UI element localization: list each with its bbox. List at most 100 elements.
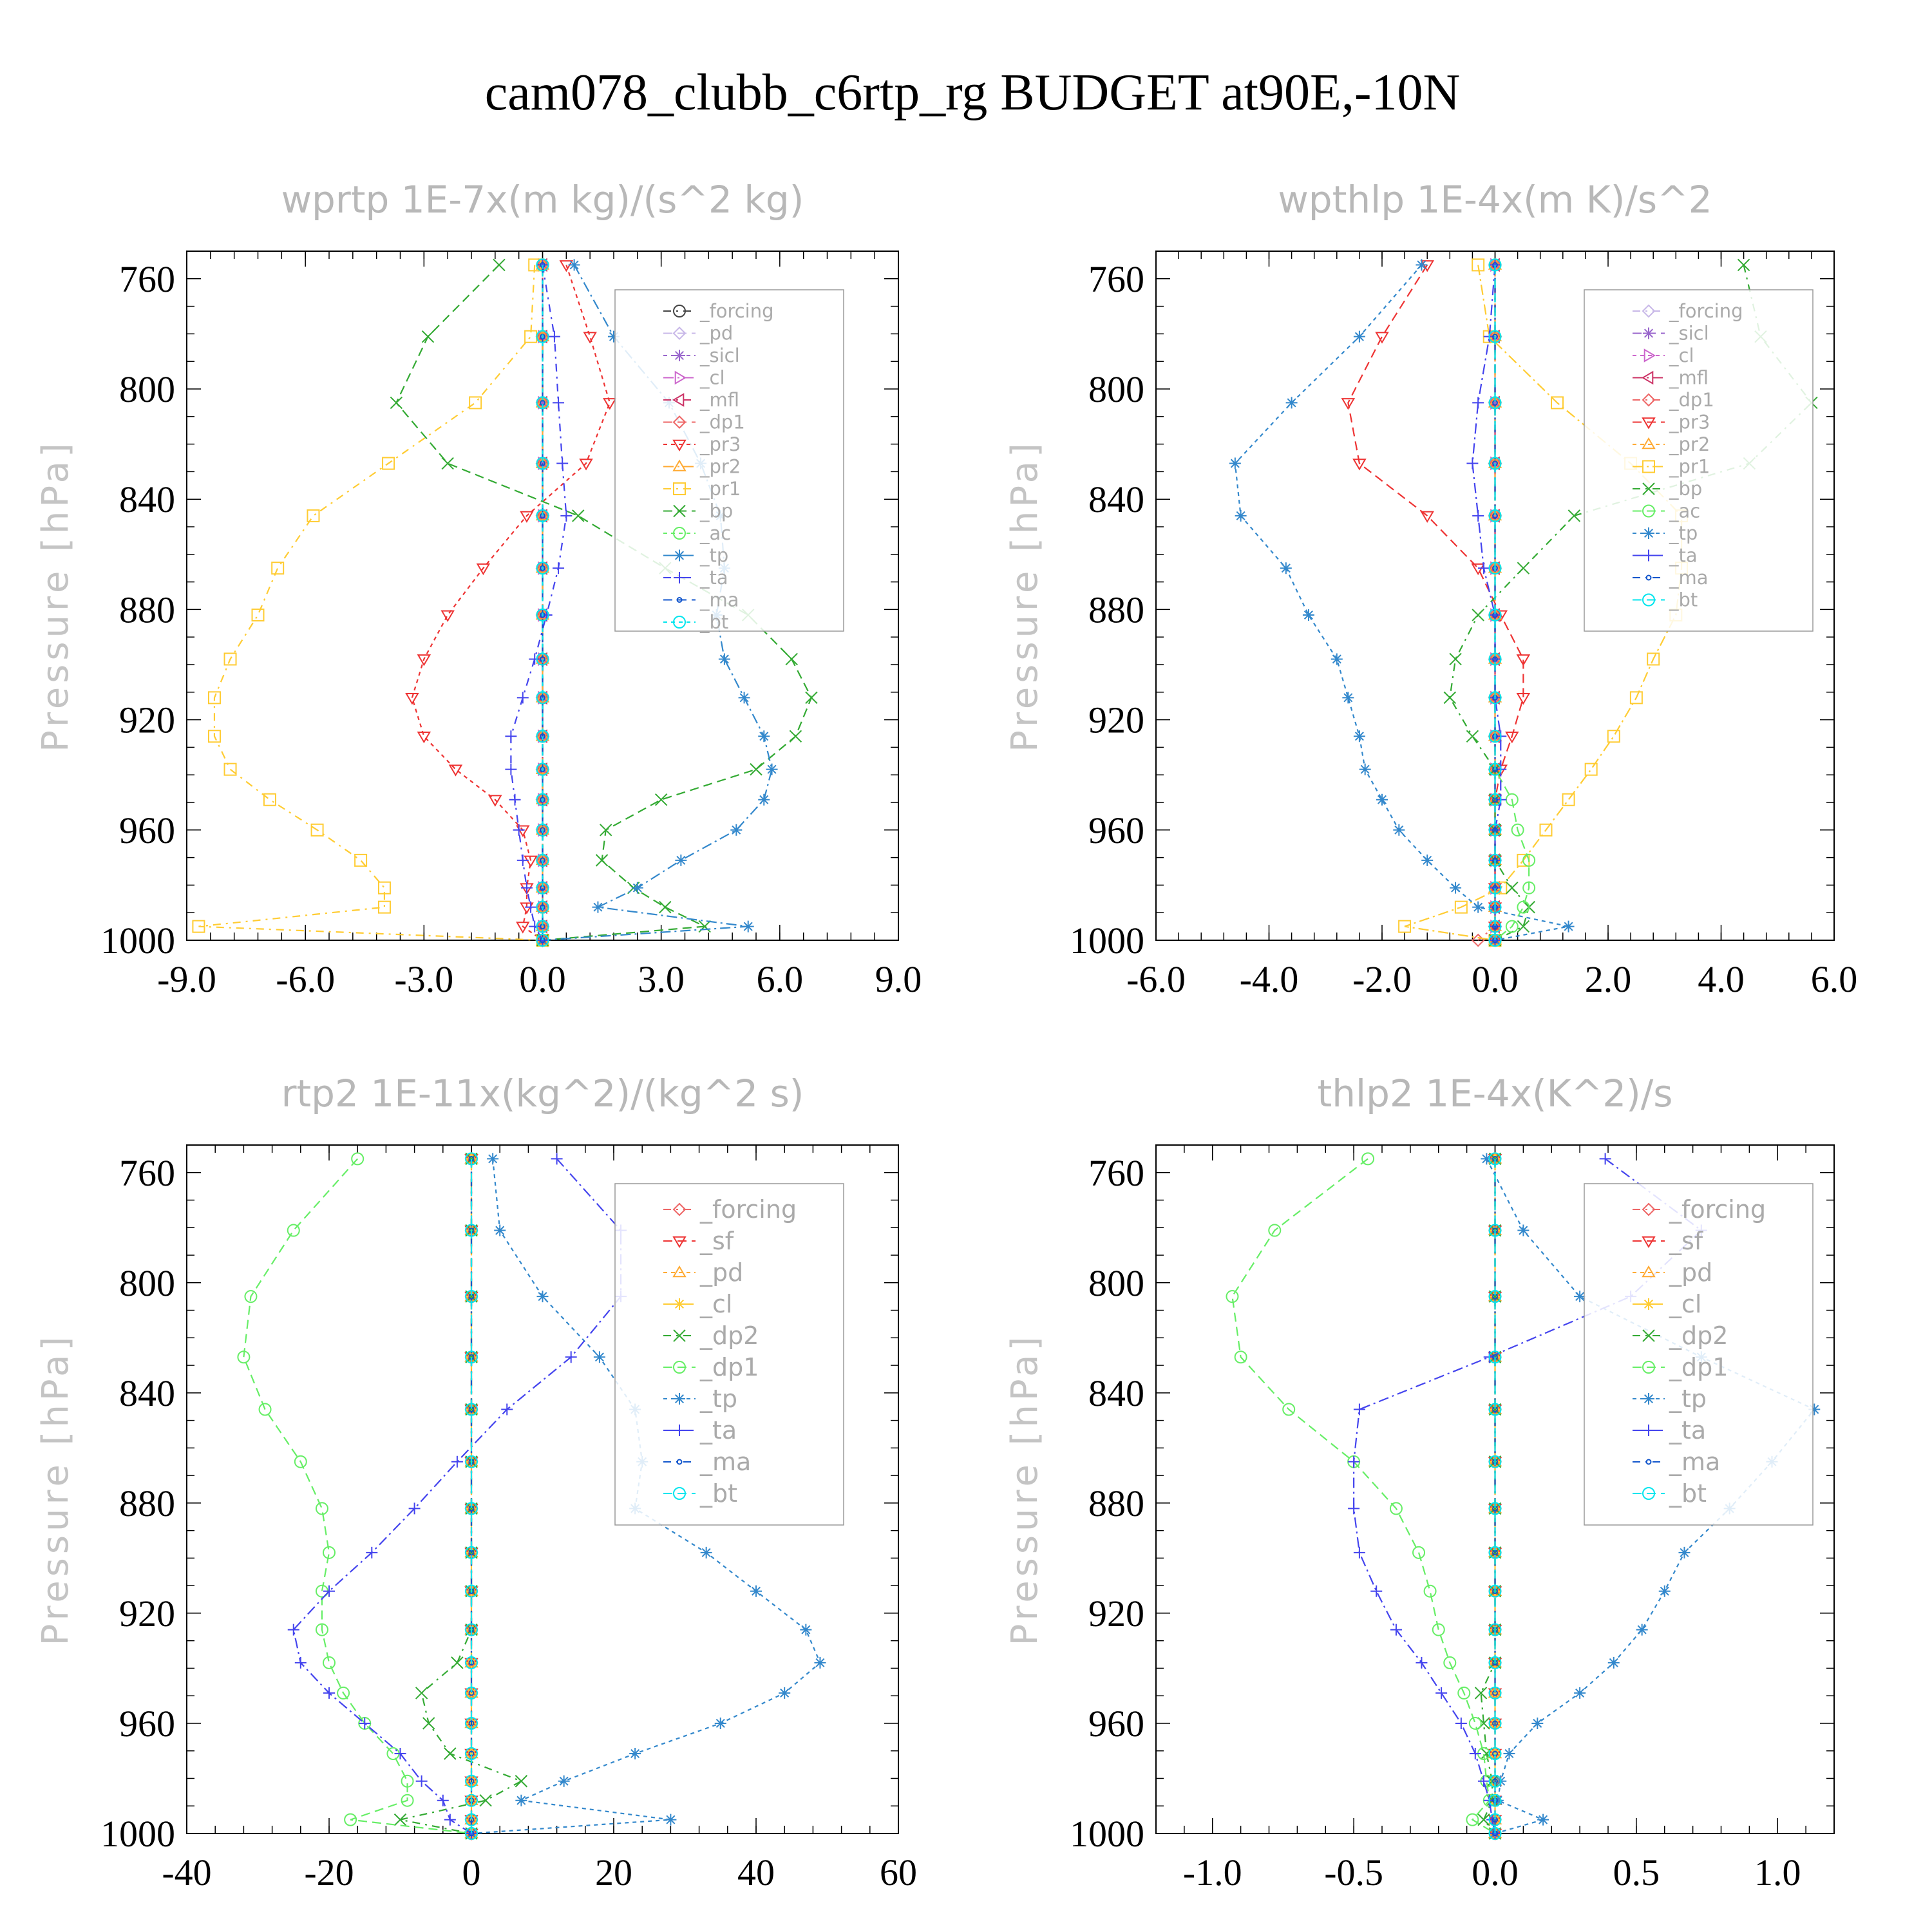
data-point xyxy=(524,855,538,867)
data-point xyxy=(535,508,550,521)
data-point xyxy=(1488,396,1502,410)
data-point xyxy=(501,1403,513,1416)
data-point xyxy=(323,1687,335,1699)
legend-item: _forcing xyxy=(663,1195,797,1224)
data-point xyxy=(465,1686,478,1700)
data-point xyxy=(1432,1623,1445,1636)
plot-frame xyxy=(186,1144,899,1834)
legend-item: _ta xyxy=(663,567,728,589)
data-point xyxy=(1505,731,1519,744)
legend-marker xyxy=(673,1487,686,1500)
legend-marker xyxy=(1643,327,1654,339)
legend-item: _dp2 xyxy=(663,1321,759,1350)
legend-marker xyxy=(1642,1361,1655,1374)
data-point xyxy=(377,881,391,895)
legend-marker xyxy=(672,327,687,340)
x-tick-label: -6.0 xyxy=(276,958,335,1000)
legend-marker xyxy=(1642,1487,1655,1500)
data-point xyxy=(505,730,517,743)
legend-label: _pr1 xyxy=(1669,456,1710,478)
data-point xyxy=(244,1290,258,1303)
data-point xyxy=(1516,693,1531,705)
data-point xyxy=(1488,1656,1502,1669)
data-point xyxy=(1390,1624,1402,1636)
data-point xyxy=(1488,793,1502,806)
data-point xyxy=(271,562,285,575)
data-point xyxy=(536,652,549,666)
data-point xyxy=(560,509,573,522)
data-point xyxy=(1678,1546,1690,1558)
legend-marker xyxy=(1642,460,1655,473)
data-point xyxy=(1517,900,1530,914)
y-tick-label: 960 xyxy=(119,810,175,851)
legend-item: _forcing xyxy=(1633,1195,1766,1224)
legend-label: _pd xyxy=(1669,1258,1712,1287)
data-point xyxy=(516,854,529,866)
series-pd xyxy=(1488,1151,1502,1839)
legend-item: _sf xyxy=(663,1227,735,1255)
data-point xyxy=(1420,511,1434,523)
legend-item: _ta xyxy=(1633,1416,1706,1444)
data-point xyxy=(1488,1584,1502,1598)
legend-marker xyxy=(674,1393,685,1405)
x-tick-label: 2.0 xyxy=(1585,958,1632,1000)
y-tick-label: 920 xyxy=(119,1593,175,1634)
data-point xyxy=(568,259,580,271)
data-point xyxy=(494,1224,506,1236)
data-point xyxy=(536,691,549,705)
data-point xyxy=(1537,1814,1549,1826)
data-point xyxy=(465,1546,478,1559)
data-point xyxy=(466,1687,477,1699)
legend-label: _ma xyxy=(699,589,739,611)
legend-marker xyxy=(1642,304,1656,318)
data-point xyxy=(665,1814,677,1826)
data-point xyxy=(465,1656,478,1669)
series-cl xyxy=(538,258,550,947)
data-point xyxy=(536,730,549,743)
y-tick-label: 1000 xyxy=(1070,1813,1144,1855)
data-point xyxy=(516,922,530,934)
y-tick-label: 800 xyxy=(1088,1262,1144,1304)
series-line xyxy=(1231,1158,1496,1834)
series-dp1 xyxy=(1226,1152,1502,1840)
legend-item: _ma xyxy=(1633,567,1709,589)
legend-marker xyxy=(673,527,686,540)
legend-marker xyxy=(1642,1236,1656,1248)
data-point xyxy=(258,1403,272,1416)
legend-label: _ma xyxy=(699,1448,751,1476)
series-dp2 xyxy=(1474,1152,1502,1840)
legend-item: _forcing xyxy=(1633,300,1743,322)
legend-item: _ta xyxy=(1633,545,1698,567)
legend-label: _dp2 xyxy=(1669,1321,1728,1350)
data-point xyxy=(451,1455,463,1468)
x-tick-label: 20 xyxy=(595,1852,632,1893)
series-pr1 xyxy=(192,258,549,947)
data-point xyxy=(738,692,750,704)
series-sicl xyxy=(536,259,549,946)
data-point xyxy=(1353,1546,1365,1558)
y-tick-label: 960 xyxy=(1088,810,1144,851)
chart-panel-1: wprtp 1E-7x(m kg)/(s^2 kg) Pressure [hPa]… xyxy=(35,178,922,1000)
legend-label: _dp2 xyxy=(699,1321,759,1350)
data-point xyxy=(1488,730,1502,743)
data-point xyxy=(536,881,549,895)
legend-marker xyxy=(1642,393,1656,407)
data-point xyxy=(488,795,502,807)
data-point xyxy=(631,882,643,894)
data-point xyxy=(718,653,730,665)
panel-title: thlp2 1E-4x(K^2)/s xyxy=(1317,1072,1672,1115)
x-tick-label: -0.5 xyxy=(1324,1852,1383,1893)
legend-marker xyxy=(1643,1298,1654,1310)
data-point xyxy=(1522,881,1536,895)
data-point xyxy=(525,901,537,913)
data-point xyxy=(1488,1546,1502,1559)
data-point xyxy=(465,1584,478,1598)
legend: _forcing _sf _pd _cl _dp2 _dp1 _tp _ta _ma _bt xyxy=(614,1183,844,1526)
y-tick-label: 960 xyxy=(1088,1703,1144,1745)
y-tick-label: 840 xyxy=(119,1372,175,1414)
data-point xyxy=(603,398,617,410)
series-line xyxy=(1472,265,1502,940)
data-point xyxy=(237,1350,251,1364)
data-point xyxy=(1488,561,1502,573)
data-point xyxy=(1488,1686,1502,1700)
